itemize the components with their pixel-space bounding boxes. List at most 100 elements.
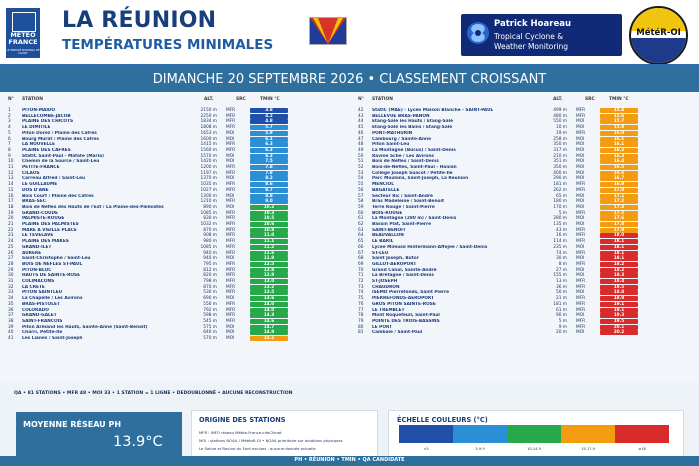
row-tmin-bar: 5.7 xyxy=(250,125,288,131)
row-tmin-bar: 11.2 xyxy=(250,244,288,250)
table-row: 49 La Montagne (Bûcus) / Saint-Denis 317 m… xyxy=(358,147,640,153)
row-tmin-bar: 17.0 xyxy=(600,187,638,193)
table-row: 60 BOIS-ROUGE 5 m MFR 17.5 xyxy=(358,210,640,216)
row-rank: 57 xyxy=(358,193,364,199)
row-tmin-bar: 15.4 xyxy=(600,108,638,113)
row-altitude: 940 m xyxy=(203,250,217,256)
origins-line-1: MFR : INFO réseau Météo-France.infoClima… xyxy=(199,430,282,435)
row-source: MOI xyxy=(576,170,585,176)
row-tmin-bar: 18.9 xyxy=(600,296,638,302)
row-altitude: 19 m xyxy=(555,130,567,136)
row-source: MFR xyxy=(226,307,236,313)
row-altitude: 155 m xyxy=(553,273,567,279)
row-station: ST-LEU xyxy=(372,250,389,256)
table-row: 69 GILLOT-AEROPORT 8 m MFR 18.2 xyxy=(358,261,640,267)
row-tmin-bar: 16.9 xyxy=(600,182,638,188)
row-source: MFR xyxy=(226,318,236,324)
row-station: Étang-Salé les Bains / Étang-Salé xyxy=(372,125,453,131)
table-row: 23 LE TEVELAVE 908 m MFR 11.0 xyxy=(8,233,290,239)
table-row: 64 BEAUVALLON 16 m MFR 18.0 xyxy=(358,233,640,239)
row-source: MOI xyxy=(226,330,235,336)
row-source: MOI xyxy=(226,176,235,182)
table-row: 58 Bras Madeleine / Saint-Benoit 180 m MOI 1… xyxy=(358,199,640,205)
row-altitude: 690 m xyxy=(203,296,217,302)
header-divider xyxy=(0,64,699,68)
row-tmin-bar: 17.5 xyxy=(600,210,638,216)
row-tmin-bar: 18.1 xyxy=(600,250,638,256)
row-altitude: 830 m xyxy=(203,216,217,222)
row-tmin-bar: 7.9 xyxy=(250,170,288,176)
row-rank: 36 xyxy=(8,307,14,313)
row-source: MOI xyxy=(576,330,585,336)
table-row: 61 La Montagne (280 m) / Saint-Denis 280 m… xyxy=(358,216,640,222)
row-rank: 35 xyxy=(8,301,14,307)
logo-square-icon xyxy=(12,12,36,32)
row-station: PITON-BLOC xyxy=(22,267,52,273)
row-tmin-bar: 16.3 xyxy=(600,153,638,159)
row-rank: 66 xyxy=(358,244,364,250)
row-rank: 50 xyxy=(358,153,364,159)
table-row: 25 GRAND-ILET 1085 m MFR 11.2 xyxy=(8,244,290,250)
table-row: 17 BRAS-SEC 1210 m MFR 9.0 xyxy=(8,199,290,205)
cyclone-icon xyxy=(467,22,489,44)
table-row: 15 DOS D'ÂNE 1027 m MFR 8.7 xyxy=(8,187,290,193)
row-altitude: 36 m xyxy=(555,284,567,290)
row-source: MFR xyxy=(576,239,586,245)
row-source: MOI xyxy=(226,204,235,210)
table-row: 27 Saint-Christophe / Saint-Leu 940 m MOI 11… xyxy=(8,256,290,262)
network-average-card: MOYENNE RÉSEAU PH 13.9°C xyxy=(16,412,182,456)
row-altitude: 61 m xyxy=(555,307,567,313)
row-altitude: 1032 m xyxy=(200,222,218,227)
row-source: MOI xyxy=(576,142,585,148)
col-alt-right: ALT. xyxy=(553,97,563,102)
row-tmin-bar: 16.1 xyxy=(600,136,638,142)
row-source: MFR xyxy=(226,313,236,319)
row-altitude: 890 m xyxy=(203,204,217,210)
table-row: 24 PLAINE DES MAKES 980 m MFR 11.1 xyxy=(8,239,290,245)
col-rank-left: N° xyxy=(8,97,14,102)
row-altitude: 1570 m xyxy=(200,153,218,159)
row-tmin-bar: 8.8 xyxy=(250,193,288,199)
table-row: 63 SAINT-BENOIT 43 m MFR 17.9 xyxy=(358,227,640,233)
row-rank: 54 xyxy=(358,176,364,182)
row-rank: 26 xyxy=(8,250,14,256)
table-row: 48 Piton Saint-Leu 350 m MOI 16.1 xyxy=(358,142,640,148)
row-altitude: 351 m xyxy=(553,159,567,165)
row-rank: 10 xyxy=(8,159,14,165)
row-tmin-bar: 15.8 xyxy=(600,125,638,131)
row-station: CILAOS xyxy=(22,170,40,176)
row-rank: 61 xyxy=(358,216,364,222)
table-row: 33 PITON SAINTLEU 530 m MFR 13.5 xyxy=(8,290,290,296)
row-altitude: 1197 m xyxy=(200,170,218,176)
row-source: MOI xyxy=(576,244,585,250)
table-row: 32 LA CRETE 870 m MFR 13.2 xyxy=(8,284,290,290)
row-tmin-bar: 10.6 xyxy=(250,222,288,227)
row-tmin-bar: 19.3 xyxy=(600,313,638,319)
scale-label-5: ≥18 xyxy=(638,447,646,451)
row-source: MOI xyxy=(576,267,585,273)
row-altitude: 2150 m xyxy=(200,108,218,113)
row-tmin-bar: 4.8 xyxy=(250,119,288,125)
row-source: MOI xyxy=(576,199,585,205)
table-row: 10 Chemin de la Source / Saint-Leu 1420 m M… xyxy=(8,159,290,165)
row-rank: 51 xyxy=(358,159,364,165)
row-station: LA NOUVELLE xyxy=(22,142,55,148)
row-altitude: 65 m xyxy=(555,193,567,199)
row-station: MENCIOL xyxy=(372,182,394,188)
mor-label: MétéR-OI xyxy=(636,28,681,38)
row-rank: 22 xyxy=(8,227,14,233)
row-station: La Montagne (280 m) / Saint-Denis xyxy=(372,216,457,222)
table-row: 8 PLAINE DES CAFRES 1560 m MFR 6.3 xyxy=(8,147,290,153)
row-altitude: 1210 m xyxy=(200,199,218,205)
row-source: MOI xyxy=(576,147,585,153)
row-tmin-bar: 18.2 xyxy=(600,261,638,267)
row-altitude: 575 m xyxy=(203,324,217,330)
row-station: Terre Rouge / Saint-Pierre xyxy=(372,204,435,210)
table-row: 21 PLAINE DES PALMISTES 1032 m MFR 10.6 xyxy=(8,222,290,227)
row-station: Bois de Nèfles / Saint-Denis xyxy=(372,159,439,165)
row-altitude: 235 m xyxy=(553,244,567,250)
scale-swatch-4 xyxy=(561,425,615,443)
row-tmin-bar: 15.1 xyxy=(250,336,288,341)
row-source: MFR xyxy=(576,130,586,136)
row-source: MFR xyxy=(226,182,236,188)
